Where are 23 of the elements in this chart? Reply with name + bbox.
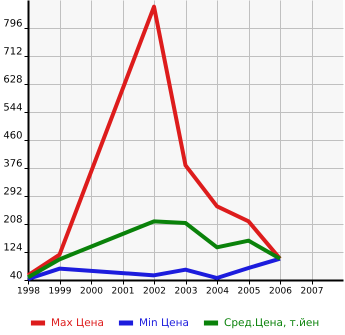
x-tick-label: 1999 <box>48 286 72 296</box>
x-tick-label: 2003 <box>174 286 198 296</box>
legend-label: Min Цена <box>139 317 189 329</box>
y-tick-label: 544 <box>3 102 22 114</box>
x-tick-label: 2005 <box>238 286 260 296</box>
y-tick-label: 460 <box>3 130 22 142</box>
y-tick-label: 376 <box>3 158 22 170</box>
y-tick-label: 628 <box>3 74 22 86</box>
x-tick-label: 2006 <box>269 286 292 296</box>
y-tick-label: 208 <box>3 214 22 226</box>
x-tick-label: 2002 <box>143 286 166 296</box>
x-tick-label: 2004 <box>206 286 230 296</box>
y-tick-label: 292 <box>3 186 22 198</box>
y-tick-label: 40 <box>10 270 22 282</box>
legend-label: Сред.Цена, т.йен <box>224 317 320 329</box>
x-tick-label: 2007 <box>300 286 324 296</box>
y-tick-label: 796 <box>3 18 22 30</box>
y-tick-label: 124 <box>3 242 22 254</box>
y-tick-label: 712 <box>3 46 22 58</box>
legend-label: Max Цена <box>51 317 104 329</box>
x-tick-label: 1998 <box>17 286 40 296</box>
x-tick-label: 2001 <box>112 286 134 296</box>
x-tick-label: 2000 <box>80 286 104 296</box>
